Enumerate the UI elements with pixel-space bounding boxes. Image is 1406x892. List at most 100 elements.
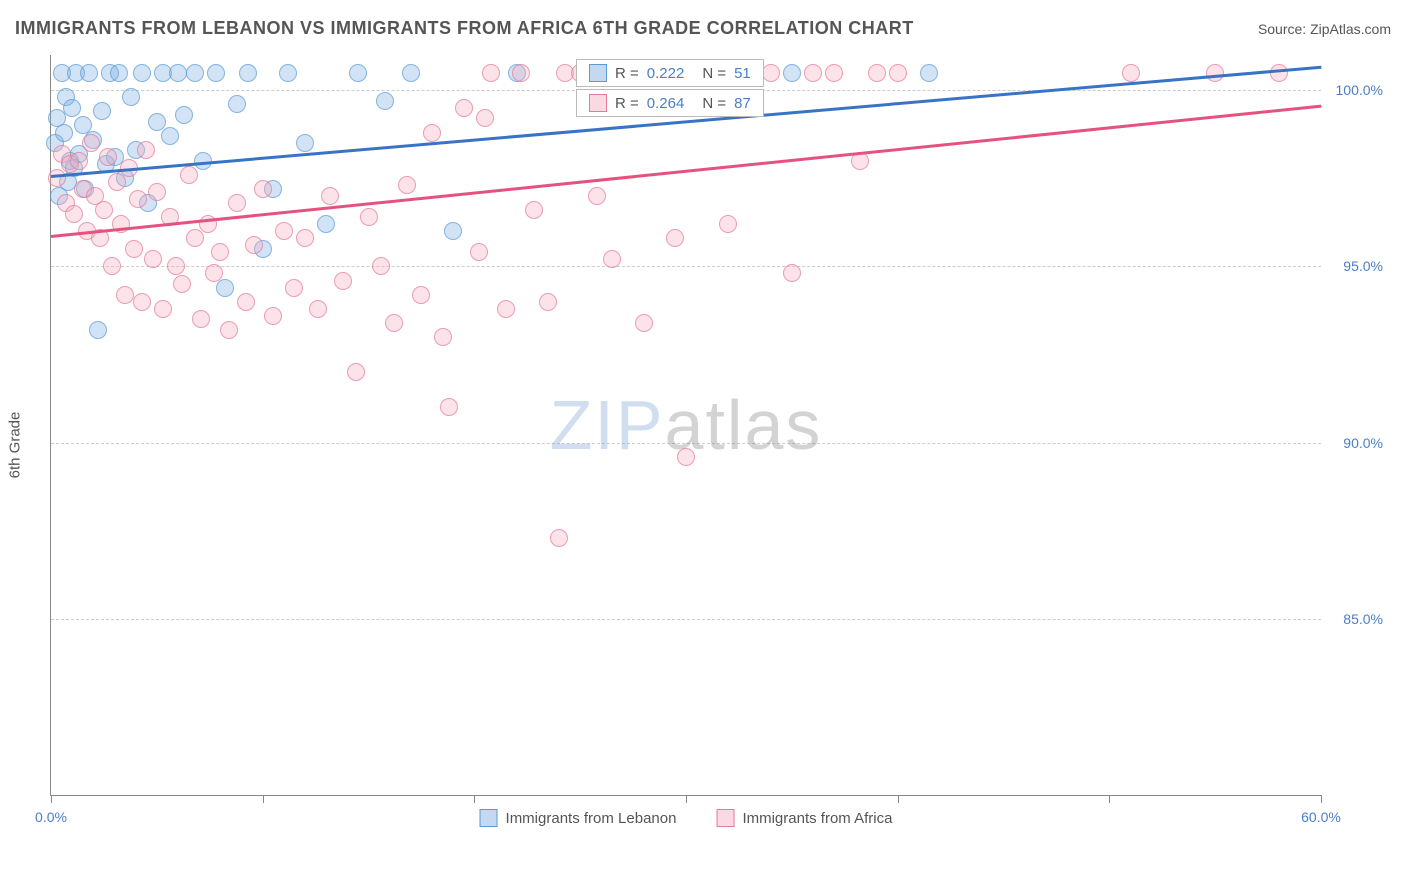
scatter-point xyxy=(239,64,257,82)
scatter-point xyxy=(762,64,780,82)
legend-swatch xyxy=(589,64,607,82)
legend-swatch xyxy=(480,809,498,827)
trend-line xyxy=(51,104,1321,237)
plot-region: ZIPatlas 85.0%90.0%95.0%100.0%0.0%60.0%R… xyxy=(50,55,1321,796)
scatter-point xyxy=(63,99,81,117)
scatter-point xyxy=(133,293,151,311)
scatter-point xyxy=(825,64,843,82)
legend-swatch xyxy=(716,809,734,827)
scatter-point xyxy=(372,257,390,275)
scatter-point xyxy=(279,64,297,82)
x-tick xyxy=(474,795,475,803)
scatter-point xyxy=(470,243,488,261)
scatter-point xyxy=(48,169,66,187)
scatter-point xyxy=(309,300,327,318)
scatter-point xyxy=(133,64,151,82)
stats-legend-row: R = 0.222 N = 51 xyxy=(576,59,764,87)
scatter-point xyxy=(783,64,801,82)
y-tick-label: 100.0% xyxy=(1336,82,1383,98)
scatter-point xyxy=(385,314,403,332)
stat-n-label: N = xyxy=(702,65,726,82)
scatter-point xyxy=(175,106,193,124)
scatter-point xyxy=(99,148,117,166)
scatter-point xyxy=(173,275,191,293)
scatter-point xyxy=(666,229,684,247)
scatter-point xyxy=(80,64,98,82)
legend-swatch xyxy=(589,94,607,112)
scatter-point xyxy=(89,321,107,339)
scatter-point xyxy=(804,64,822,82)
scatter-point xyxy=(719,215,737,233)
scatter-point xyxy=(512,64,530,82)
stat-r-value: 0.222 xyxy=(647,65,685,82)
scatter-point xyxy=(539,293,557,311)
x-tick xyxy=(1321,795,1322,803)
scatter-point xyxy=(192,310,210,328)
scatter-point xyxy=(677,448,695,466)
y-tick-label: 90.0% xyxy=(1343,435,1383,451)
legend-item: Immigrants from Lebanon xyxy=(480,809,677,827)
scatter-point xyxy=(122,88,140,106)
scatter-point xyxy=(603,250,621,268)
scatter-point xyxy=(110,64,128,82)
scatter-point xyxy=(920,64,938,82)
scatter-point xyxy=(254,180,272,198)
scatter-point xyxy=(440,398,458,416)
scatter-point xyxy=(588,187,606,205)
source-attribution: Source: ZipAtlas.com xyxy=(1258,21,1391,37)
scatter-point xyxy=(82,134,100,152)
legend-label: Immigrants from Lebanon xyxy=(506,810,677,827)
scatter-point xyxy=(186,229,204,247)
scatter-point xyxy=(211,243,229,261)
chart-title: IMMIGRANTS FROM LEBANON VS IMMIGRANTS FR… xyxy=(15,18,914,39)
scatter-point xyxy=(476,109,494,127)
legend-item: Immigrants from Africa xyxy=(716,809,892,827)
scatter-point xyxy=(137,141,155,159)
y-axis-label: 6th Grade xyxy=(7,412,24,479)
x-tick xyxy=(686,795,687,803)
scatter-point xyxy=(186,64,204,82)
scatter-point xyxy=(347,363,365,381)
scatter-point xyxy=(169,64,187,82)
scatter-point xyxy=(889,64,907,82)
bottom-legend: Immigrants from Lebanon Immigrants from A… xyxy=(480,809,893,827)
scatter-point xyxy=(125,240,143,258)
gridline xyxy=(51,443,1321,444)
scatter-point xyxy=(108,173,126,191)
y-tick-label: 85.0% xyxy=(1343,611,1383,627)
stat-r-label: R = xyxy=(615,95,639,112)
x-tick xyxy=(51,795,52,803)
scatter-point xyxy=(148,183,166,201)
scatter-point xyxy=(321,187,339,205)
scatter-point xyxy=(317,215,335,233)
scatter-point xyxy=(93,102,111,120)
stat-r-label: R = xyxy=(615,65,639,82)
watermark-zip: ZIP xyxy=(550,386,665,464)
scatter-point xyxy=(868,64,886,82)
scatter-point xyxy=(65,205,83,223)
x-tick xyxy=(898,795,899,803)
scatter-point xyxy=(376,92,394,110)
scatter-point xyxy=(103,257,121,275)
scatter-point xyxy=(1270,64,1288,82)
x-tick-label: 0.0% xyxy=(35,809,67,825)
stat-n-label: N = xyxy=(702,95,726,112)
scatter-point xyxy=(116,286,134,304)
x-tick-label: 60.0% xyxy=(1301,809,1341,825)
scatter-point xyxy=(635,314,653,332)
scatter-point xyxy=(434,328,452,346)
scatter-point xyxy=(95,201,113,219)
scatter-point xyxy=(497,300,515,318)
scatter-point xyxy=(296,134,314,152)
stat-r-value: 0.264 xyxy=(647,95,685,112)
scatter-point xyxy=(55,124,73,142)
scatter-point xyxy=(402,64,420,82)
stat-n-value: 51 xyxy=(734,65,751,82)
scatter-point xyxy=(285,279,303,297)
chart-header: IMMIGRANTS FROM LEBANON VS IMMIGRANTS FR… xyxy=(15,18,1391,39)
scatter-point xyxy=(167,257,185,275)
scatter-point xyxy=(334,272,352,290)
stats-legend-row: R =0.264N =87 xyxy=(576,89,764,117)
y-tick-label: 95.0% xyxy=(1343,258,1383,274)
scatter-point xyxy=(180,166,198,184)
